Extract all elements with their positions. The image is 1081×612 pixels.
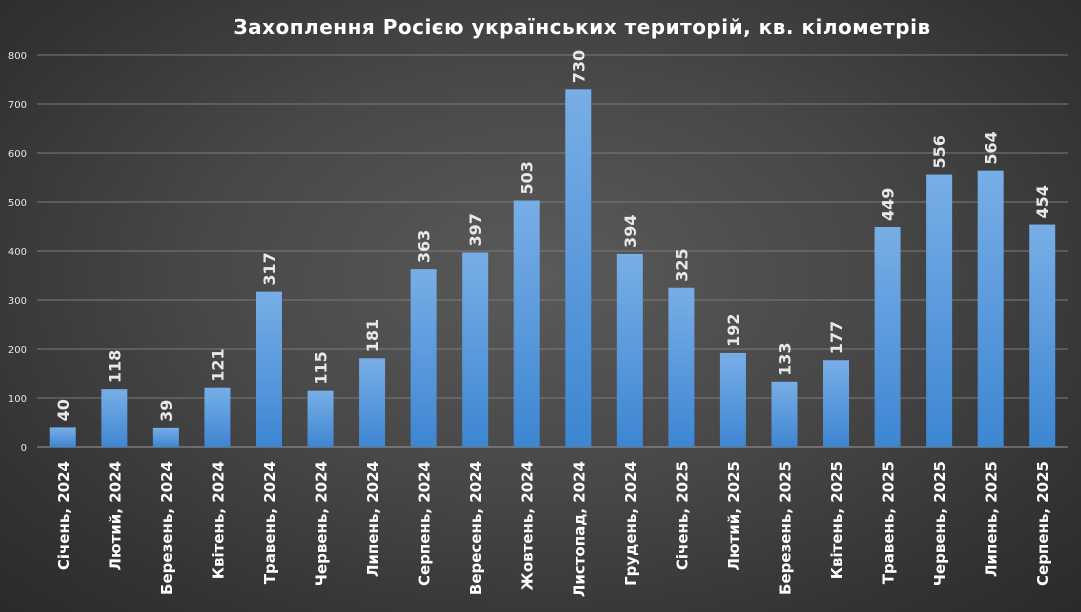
y-tick-label: 0 [21,443,27,454]
data-label: 121 [208,348,227,381]
x-tick-label: Березень, 2025 [776,461,794,595]
bar [977,170,1004,447]
y-tick-label: 100 [8,394,27,405]
y-tick-label: 400 [8,247,27,258]
data-label: 39 [157,400,176,422]
x-tick-label: Листопад, 2024 [570,461,588,597]
x-tick-label: Червень, 2024 [313,461,331,586]
data-label: 503 [518,161,537,194]
bar [513,200,540,447]
bar [1029,224,1056,447]
bar [359,358,386,447]
data-label: 449 [879,188,898,221]
x-tick-label: Січень, 2025 [673,461,691,570]
y-tick-label: 500 [8,198,27,209]
x-tick-label: Травень, 2024 [261,461,279,584]
bar [823,360,850,447]
x-tick-label: Серпень, 2024 [416,461,434,586]
bar [462,252,489,447]
data-label: 394 [621,215,640,248]
x-tick-label: Квітень, 2024 [209,461,227,579]
data-label: 363 [415,230,434,263]
bar [616,253,643,447]
data-label: 454 [1033,185,1052,218]
y-tick-label: 800 [8,51,27,62]
bar [204,387,231,447]
y-axis-ticks: 0 100 200 300 400 500 600 700 800 [8,51,27,454]
bar [410,269,437,447]
data-label: 192 [724,314,743,347]
gridlines [37,54,1068,448]
bar [874,226,901,447]
data-label: 118 [105,350,124,383]
x-tick-label: Серпень, 2025 [1034,461,1052,586]
bar [771,381,798,447]
data-label: 730 [569,50,588,83]
bar [101,389,128,447]
x-tick-label: Травень, 2025 [880,461,898,584]
bar [255,291,282,447]
x-tick-label: Лютий, 2025 [725,461,743,570]
x-tick-label: Липень, 2025 [983,461,1001,577]
data-label: 133 [775,342,794,375]
y-tick-label: 600 [8,149,27,160]
bar [152,427,179,447]
bar [668,287,695,447]
data-label: 317 [260,252,279,285]
data-labels: 40 118 39 121 317 115 181 363 397 503 730 394 325 192… [54,50,1052,422]
y-tick-label: 300 [8,296,27,307]
x-tick-label: Грудень, 2024 [622,461,640,586]
x-tick-label: Червень, 2025 [931,461,949,586]
data-label: 181 [363,319,382,352]
x-tick-label: Лютий, 2024 [106,461,124,570]
data-label: 177 [827,321,846,354]
x-tick-label: Липень, 2024 [364,461,382,577]
y-tick-label: 200 [8,345,27,356]
x-tick-label: Жовтень, 2024 [519,461,537,591]
x-tick-label: Січень, 2024 [55,461,73,570]
bar [565,89,592,448]
bar [719,352,746,447]
data-label: 325 [672,248,691,281]
data-label: 564 [982,131,1001,164]
y-tick-label: 700 [8,100,27,111]
data-label: 115 [312,351,331,384]
x-axis-ticks: Січень, 2024 Лютий, 2024 Березень, 2024 Кві… [55,461,1052,597]
data-label: 397 [466,213,485,246]
x-tick-label: Вересень, 2024 [467,461,485,595]
data-label: 40 [54,399,73,421]
bar [307,390,334,447]
bar [49,427,76,447]
x-tick-label: Березень, 2024 [158,461,176,595]
chart-title: Захоплення Росією українських територій,… [233,15,930,39]
data-label: 556 [930,135,949,168]
bars [49,89,1056,448]
x-tick-label: Квітень, 2025 [828,461,846,579]
bar [926,174,953,447]
